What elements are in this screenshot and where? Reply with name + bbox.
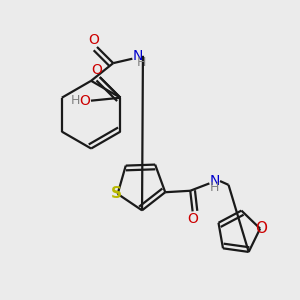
Text: H: H [136, 56, 146, 69]
Text: H: H [71, 94, 80, 107]
Text: S: S [111, 186, 122, 201]
Text: O: O [187, 212, 198, 226]
Text: N: N [209, 174, 220, 188]
Text: O: O [79, 94, 90, 108]
Text: N: N [132, 49, 143, 63]
Text: O: O [256, 221, 268, 236]
Text: H: H [209, 181, 219, 194]
Text: O: O [92, 63, 102, 77]
Text: O: O [88, 33, 100, 46]
